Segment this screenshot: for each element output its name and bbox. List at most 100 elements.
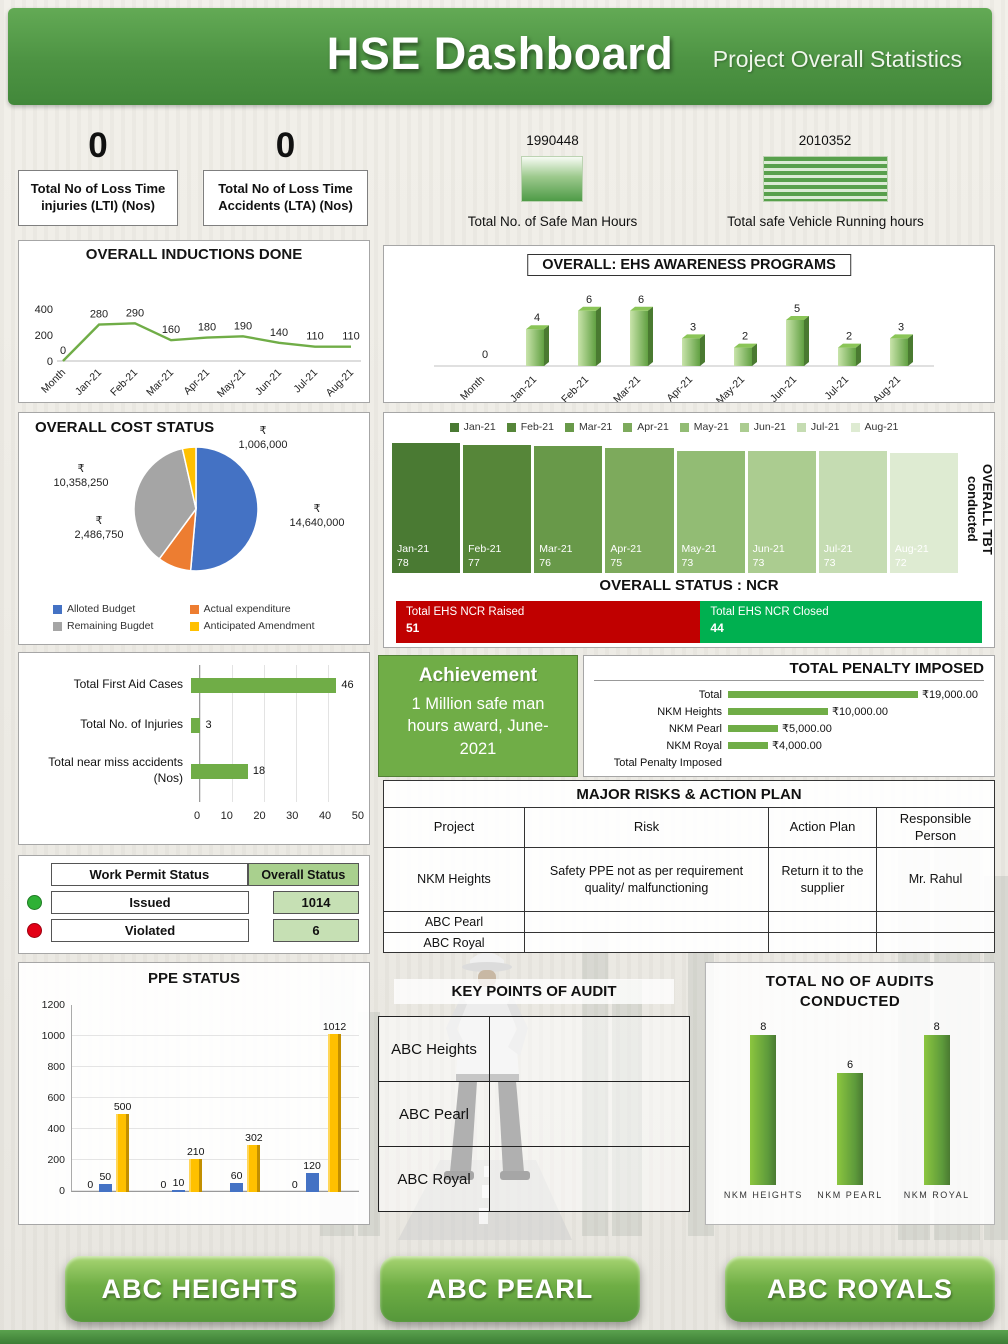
legend-item: Remaining Bugdet [53,620,184,632]
svg-text:Jun-21: Jun-21 [768,374,799,402]
incident-row: Total No. of Injuries 3 [19,705,369,745]
ppe-bar-cell: 1012 [323,1021,346,1192]
risks-cell: ABC Royal [384,932,524,953]
tbt-month: May-21 [681,542,717,555]
ppe-value: 210 [186,1146,205,1159]
svg-text:2: 2 [742,331,748,343]
key-points-title: KEY POINTS OF AUDIT [394,979,674,1004]
axis-tick: 600 [47,1092,65,1104]
issued-status-dot [27,895,42,910]
ncr-title: OVERALL STATUS : NCR [599,577,779,594]
tbt-month: Apr-21 [610,542,642,555]
key-point-project: ABC Royal [378,1146,490,1212]
svg-text:6: 6 [586,294,592,306]
risks-column-header: Responsible Person [876,807,994,847]
ncr-chart: Total EHS NCR Raised 51 Total EHS NCR Clos… [396,601,982,643]
ppe-bar-cell: 120 [303,1160,321,1192]
penalty-panel: TOTAL PENALTY IMPOSED Total ₹19,000.00 NKM… [583,655,995,777]
cost-pie-svg [133,446,259,572]
penalty-bar [728,725,778,732]
risks-cell [768,911,876,932]
ppe-group: 0 50 500 [84,1101,132,1192]
svg-text:Jun-21: Jun-21 [253,367,284,398]
tbt-legend-item: Jul-21 [796,421,840,433]
svg-text:290: 290 [126,307,144,319]
work-permit-type-label: Violated [51,919,249,942]
ncr-bar: Total EHS NCR Closed 44 [700,601,982,643]
audit-category-label: NKM PEARL [817,1190,883,1200]
ppe-group: 0 10 210 [157,1146,205,1192]
svg-text:Jul-21: Jul-21 [822,374,851,402]
key-points-panel: KEY POINTS OF AUDIT ABC Heights ABC Pearl… [378,965,690,1223]
abc-royals-button[interactable]: ABC ROYALS [725,1256,995,1322]
legend-swatch [53,604,62,614]
risks-cell [876,932,994,953]
work-permit-header-row: Work Permit Status Overall Status [27,863,359,886]
tbt-legend-label: Mar-21 [579,421,613,433]
incident-value: 3 [205,719,212,731]
axis-tick: 20 [253,810,266,822]
axis-tick: 1200 [41,999,65,1011]
tbt-bar: Jun-21 73 [747,451,816,573]
tbt-column: Apr-21 75 [605,443,674,573]
abc-pearl-button[interactable]: ABC PEARL [380,1256,640,1322]
key-point-notes [489,1016,690,1082]
penalty-row: Total Penalty Imposed [590,754,988,771]
tbt-bar: May-21 73 [676,451,745,573]
tbt-axis-title: OVERALL TBT conducted [965,463,995,555]
tbt-column: Jan-21 78 [392,443,461,573]
ppe-value: 50 [99,1171,112,1184]
tbt-legend-label: May-21 [693,421,729,433]
ppe-value: 500 [113,1101,132,1114]
ehs-awareness-title: OVERALL: EHS AWARENESS PROGRAMS [527,254,851,276]
pie-label-remaining: ₹ 10,358,250 [53,463,109,489]
penalty-bar [728,742,768,749]
key-point-row: ABC Pearl [378,1081,690,1147]
svg-text:Mar-21: Mar-21 [144,367,176,399]
page-title: HSE Dashboard [326,28,674,79]
penalty-value: ₹4,000.00 [772,740,822,752]
svg-text:Apr-21: Apr-21 [664,374,695,402]
work-permit-rows: Issued 1014 Violated 6 [27,891,359,942]
tbt-value: 75 [610,556,623,569]
tbt-legend-swatch [679,422,689,432]
safe-man-hours-label: Total No. of Safe Man Hours [467,214,638,229]
ppe-value: 10 [172,1177,185,1190]
key-point-row: ABC Heights [378,1016,690,1082]
key-point-project: ABC Pearl [378,1081,490,1147]
cost-pie-chart [126,439,266,579]
svg-text:0: 0 [47,356,53,368]
ppe-bar-cell: 500 [113,1101,132,1192]
ppe-bar [98,1184,112,1192]
tbt-legend-swatch [506,422,516,432]
penalty-label: NKM Pearl [668,722,722,735]
ppe-value: 1012 [322,1021,347,1034]
legend-label: Alloted Budget [67,603,136,615]
achievement-title: Achievement [418,665,538,686]
work-permit-header: Work Permit Status [51,863,248,886]
tbt-value: 72 [894,556,907,569]
penalty-label: NKM Heights [657,705,722,718]
penalty-row: NKM Heights ₹10,000.00 [590,703,988,720]
incident-bar-plot: 18 [191,763,265,779]
ppe-value: 120 [303,1160,321,1173]
tbt-bar: Aug-21 72 [889,453,958,573]
work-permit-row: Issued 1014 [27,891,359,914]
risks-column-header: Action Plan [768,807,876,847]
svg-text:3: 3 [690,321,696,333]
abc-heights-button[interactable]: ABC HEIGHTS [65,1256,335,1322]
svg-text:0: 0 [60,345,66,357]
penalty-row: Total ₹19,000.00 [590,686,988,703]
tbt-column: Jun-21 73 [747,443,816,573]
ppe-bar-cell: 0 [157,1179,170,1192]
tbt-bar-label: May-21 73 [682,542,717,570]
axis-tick: 40 [318,810,332,822]
ppe-groups: 0 50 500 0 10 210 60 302 0 120 1012 [71,1005,359,1192]
audits-title: TOTAL NO OF AUDITS CONDUCTED [765,973,935,1010]
ehs-awareness-chart: 0 Month 4 Jan-21 6 Feb-21 6 Mar-21 3 Apr-21 2 May-2… [390,280,990,407]
legend-item: Actual expenditure [189,603,353,615]
legend-swatch [53,621,62,631]
penalty-label: NKM Royal [666,739,722,752]
svg-text:Jul-21: Jul-21 [291,367,320,396]
tbt-legend-item: May-21 [679,421,729,433]
